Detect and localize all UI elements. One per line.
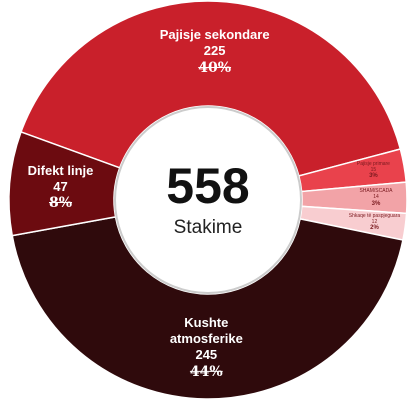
percent: 40% xyxy=(198,59,232,76)
total: 558 xyxy=(166,158,250,214)
category: Kushte atmosferike xyxy=(169,314,243,347)
percent: 3% xyxy=(371,200,381,207)
value: 225 xyxy=(203,43,226,59)
segment-label: SHAM/SCADA 14 3% xyxy=(341,188,411,208)
percent: 2% xyxy=(370,225,379,232)
total-label: Stakime xyxy=(173,217,243,238)
value: 245 xyxy=(195,347,218,363)
percent: 8% xyxy=(48,195,73,212)
percent: 44% xyxy=(189,363,223,380)
center: 558 Stakime xyxy=(166,161,249,239)
category: Pajisje sekondare xyxy=(159,27,270,43)
value: 47 xyxy=(53,178,68,194)
category: Shkaqe të paspjeguara xyxy=(348,212,401,219)
value: 12 xyxy=(371,218,378,225)
segment-label: Kushte atmosferike 245 44% xyxy=(151,315,261,381)
center-circle xyxy=(114,106,302,294)
value: 14 xyxy=(373,194,379,201)
segment-label: Pajisje sekondare 225 40% xyxy=(160,27,270,77)
segment-label: Shkaqe të paspjeguara 12 2% xyxy=(339,213,409,233)
category: Pajisje primare xyxy=(356,160,390,167)
percent: 3% xyxy=(369,173,378,180)
segment-label: Difekt linje 47 8% xyxy=(6,163,116,213)
value: 15 xyxy=(370,167,377,174)
category: Difekt linje xyxy=(27,162,94,178)
category: SHAM/SCADA xyxy=(359,188,393,195)
segment-label: Pajisje primare 15 3% xyxy=(338,161,408,181)
